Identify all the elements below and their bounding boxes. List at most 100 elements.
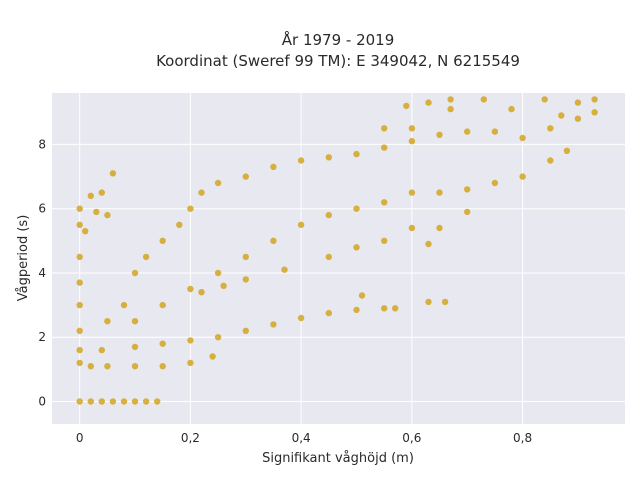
data-point [325, 154, 332, 161]
data-point [98, 346, 106, 354]
axis-ticks: 0 0,2 0,4 0,6 0,8 0 2 4 6 8 [38, 137, 532, 445]
data-point [353, 205, 360, 212]
data-point [436, 189, 443, 196]
data-point [297, 157, 305, 164]
data-point [563, 147, 571, 154]
data-point [436, 224, 443, 232]
x-tick-label: 0 [76, 431, 84, 445]
data-point [325, 253, 332, 261]
data-point [353, 244, 360, 251]
data-point [76, 301, 83, 309]
data-point [198, 189, 205, 196]
grid-lines [52, 93, 625, 424]
data-point [76, 346, 83, 354]
data-point [408, 224, 416, 232]
data-point [425, 240, 432, 248]
data-point [270, 237, 277, 244]
data-point [104, 363, 111, 370]
data-point [464, 128, 471, 135]
plot-area [52, 93, 625, 424]
data-point [109, 398, 117, 405]
data-point [93, 208, 100, 216]
data-point [214, 334, 222, 341]
data-point [547, 157, 554, 164]
data-point [76, 253, 83, 261]
data-point [242, 253, 249, 261]
y-tick-label: 0 [38, 395, 46, 409]
data-point [392, 305, 399, 312]
data-point [120, 398, 128, 405]
data-point [558, 112, 565, 119]
data-point [403, 102, 410, 110]
data-point [325, 211, 332, 219]
data-point [98, 189, 106, 196]
data-point [547, 125, 554, 132]
data-point [87, 192, 95, 199]
data-point [154, 398, 161, 405]
data-point [76, 359, 83, 367]
data-point [381, 237, 388, 244]
data-point [220, 282, 227, 289]
data-point [159, 237, 166, 244]
data-point [82, 228, 89, 235]
data-point [425, 99, 432, 106]
data-point [131, 398, 139, 405]
x-tick-label: 0,2 [181, 431, 200, 445]
data-point [98, 398, 106, 405]
data-point [447, 96, 454, 103]
data-point [408, 125, 416, 132]
y-tick-label: 4 [38, 266, 46, 280]
data-point [87, 363, 95, 370]
chart-title-line2: Koordinat (Sweref 99 TM): E 349042, N 62… [156, 52, 520, 70]
data-point [480, 96, 487, 103]
y-tick-label: 6 [38, 202, 46, 216]
data-point [187, 337, 194, 344]
data-point [447, 105, 454, 113]
data-point [214, 269, 222, 277]
data-point [381, 305, 388, 312]
data-point [159, 301, 166, 309]
data-point [491, 128, 499, 135]
data-points [76, 96, 598, 405]
x-tick-label: 0,4 [292, 431, 311, 445]
data-point [159, 340, 166, 347]
data-point [176, 221, 183, 228]
data-point [187, 285, 194, 293]
data-point [297, 314, 305, 322]
data-point [491, 179, 499, 187]
y-tick-label: 8 [38, 137, 46, 151]
data-point [131, 343, 139, 351]
data-point [187, 359, 194, 367]
data-point [591, 109, 598, 116]
data-point [142, 253, 150, 261]
y-axis-label: Vågperiod (s) [16, 215, 31, 302]
data-point [131, 363, 139, 370]
data-point [187, 205, 194, 212]
data-point [408, 189, 416, 196]
data-point [131, 269, 139, 277]
data-point [353, 150, 360, 158]
data-point [381, 199, 388, 206]
data-point [104, 211, 111, 219]
data-point [508, 105, 515, 113]
data-point [104, 318, 111, 325]
data-point [425, 298, 432, 306]
data-point [76, 327, 83, 334]
data-point [464, 208, 471, 216]
data-point [464, 186, 471, 193]
data-point [214, 179, 222, 187]
data-point [541, 96, 548, 103]
data-point [381, 125, 388, 132]
data-point [209, 353, 216, 360]
data-point [519, 173, 526, 180]
data-point [198, 289, 205, 296]
data-point [436, 131, 443, 138]
data-point [120, 301, 128, 309]
data-point [270, 321, 277, 328]
data-point [87, 398, 95, 405]
x-tick-label: 0,6 [402, 431, 421, 445]
data-point [159, 363, 166, 370]
data-point [270, 163, 277, 171]
data-point [441, 298, 449, 306]
